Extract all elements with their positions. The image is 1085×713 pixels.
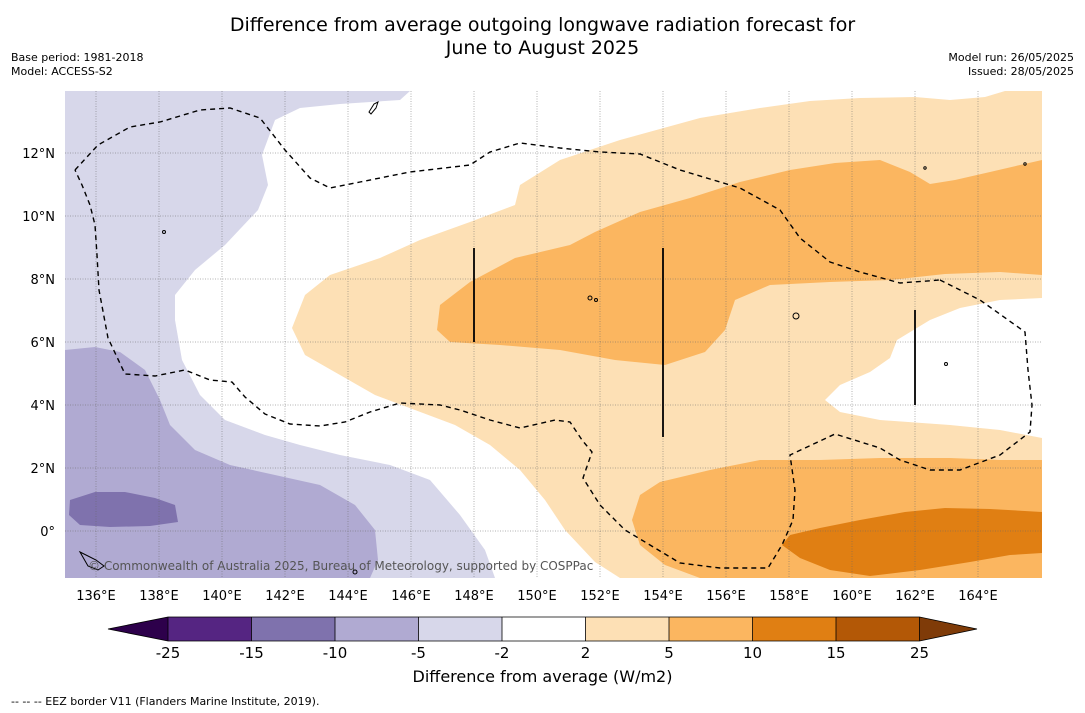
colorbar-segment bbox=[585, 617, 669, 641]
region-minus15 bbox=[69, 492, 178, 527]
title-line-2: June to August 2025 bbox=[445, 37, 640, 59]
lon-tick-label: 138°E bbox=[139, 589, 179, 604]
colorbar-segment bbox=[251, 617, 335, 641]
lon-tick-label: 156°E bbox=[706, 589, 746, 604]
copyright-watermark: © Commonwealth of Australia 2025, Bureau… bbox=[88, 559, 593, 573]
issued-date: Issued: 28/05/2025 bbox=[967, 65, 1074, 78]
island-guam bbox=[368, 101, 379, 115]
map-title: Difference from average outgoing longwav… bbox=[0, 14, 1085, 60]
lon-tick-label: 162°E bbox=[895, 589, 935, 604]
colorbar-tick-label: -10 bbox=[323, 644, 348, 662]
colorbar-tick-label: 2 bbox=[581, 644, 591, 662]
colorbar-tick-label: 5 bbox=[664, 644, 674, 662]
meta-right: Model run: 26/05/2025 Issued: 28/05/2025 bbox=[948, 51, 1074, 79]
lat-tick-label: 0° bbox=[40, 525, 55, 540]
colorbar-tick-label: -15 bbox=[239, 644, 264, 662]
title-line-1: Difference from average outgoing longwav… bbox=[229, 14, 856, 36]
colorbar-segment bbox=[836, 617, 920, 641]
lat-tick-label: 2°N bbox=[31, 462, 56, 477]
lon-tick-label: 144°E bbox=[328, 589, 368, 604]
lon-tick-label: 152°E bbox=[580, 589, 620, 604]
colorbar-tick-label: 25 bbox=[910, 644, 929, 662]
lat-tick-label: 12°N bbox=[22, 147, 55, 162]
lon-tick-label: 154°E bbox=[643, 589, 683, 604]
lon-tick-label: 136°E bbox=[76, 589, 116, 604]
eez-border-fsm-west bbox=[74, 107, 941, 284]
map-area: © Commonwealth of Australia 2025, Bureau… bbox=[65, 91, 1042, 578]
colorbar-segment bbox=[502, 617, 586, 641]
eez-border-fsm-east bbox=[74, 169, 1033, 569]
lat-tick-label: 8°N bbox=[31, 273, 56, 288]
lat-tick-label: 10°N bbox=[22, 210, 55, 225]
eez-borders bbox=[74, 107, 1033, 569]
colorbar-segment bbox=[418, 617, 502, 641]
model-name: Model: ACCESS-S2 bbox=[11, 65, 113, 78]
colorbar-label: Difference from average (W/m2) bbox=[412, 667, 673, 686]
islands bbox=[78, 101, 1027, 575]
model-run-date: Model run: 26/05/2025 bbox=[948, 51, 1074, 64]
graticule bbox=[65, 91, 1042, 578]
colorbar-tick-label: -2 bbox=[495, 644, 510, 662]
lon-tick-label: 146°E bbox=[391, 589, 431, 604]
meta-left: Base period: 1981-2018 Model: ACCESS-S2 bbox=[11, 51, 143, 79]
lon-tick-label: 140°E bbox=[202, 589, 242, 604]
lon-tick-label: 164°E bbox=[958, 589, 998, 604]
lat-tick-label: 6°N bbox=[31, 336, 56, 351]
colorbar-segment bbox=[168, 617, 252, 641]
lon-tick-label: 148°E bbox=[454, 589, 494, 604]
region-plus10 bbox=[782, 508, 1042, 576]
base-period: Base period: 1981-2018 bbox=[11, 51, 144, 64]
lon-tick-label: 158°E bbox=[769, 589, 809, 604]
lon-tick-label: 160°E bbox=[832, 589, 872, 604]
colorbar-tick-label: 10 bbox=[743, 644, 762, 662]
colorbar-tick-label: -25 bbox=[156, 644, 181, 662]
colorbar-tick-label: -5 bbox=[411, 644, 426, 662]
lat-tick-labels: 12°N 10°N 8°N 6°N 4°N 2°N 0° bbox=[22, 147, 55, 540]
colorbar-under-arrow bbox=[108, 617, 168, 641]
lon-tick-label: 150°E bbox=[517, 589, 557, 604]
colorbar-segment bbox=[669, 617, 753, 641]
region-plus5-north bbox=[437, 160, 1042, 365]
colorbar-segment bbox=[335, 617, 419, 641]
lat-tick-label: 4°N bbox=[31, 399, 56, 414]
lon-tick-label: 142°E bbox=[265, 589, 305, 604]
colorbar-over-arrow bbox=[919, 617, 977, 641]
lon-tick-labels: 136°E 138°E 140°E 142°E 144°E 146°E 148°… bbox=[76, 589, 998, 604]
colorbar-segment bbox=[752, 617, 836, 641]
colorbar: -25 -15 -10 -5 -2 2 5 10 15 25 bbox=[107, 616, 978, 662]
colorbar-tick-label: 15 bbox=[826, 644, 845, 662]
marker-lines bbox=[473, 248, 916, 437]
eez-legend-note: -- -- -- EEZ border V11 (Flanders Marine… bbox=[11, 695, 320, 708]
